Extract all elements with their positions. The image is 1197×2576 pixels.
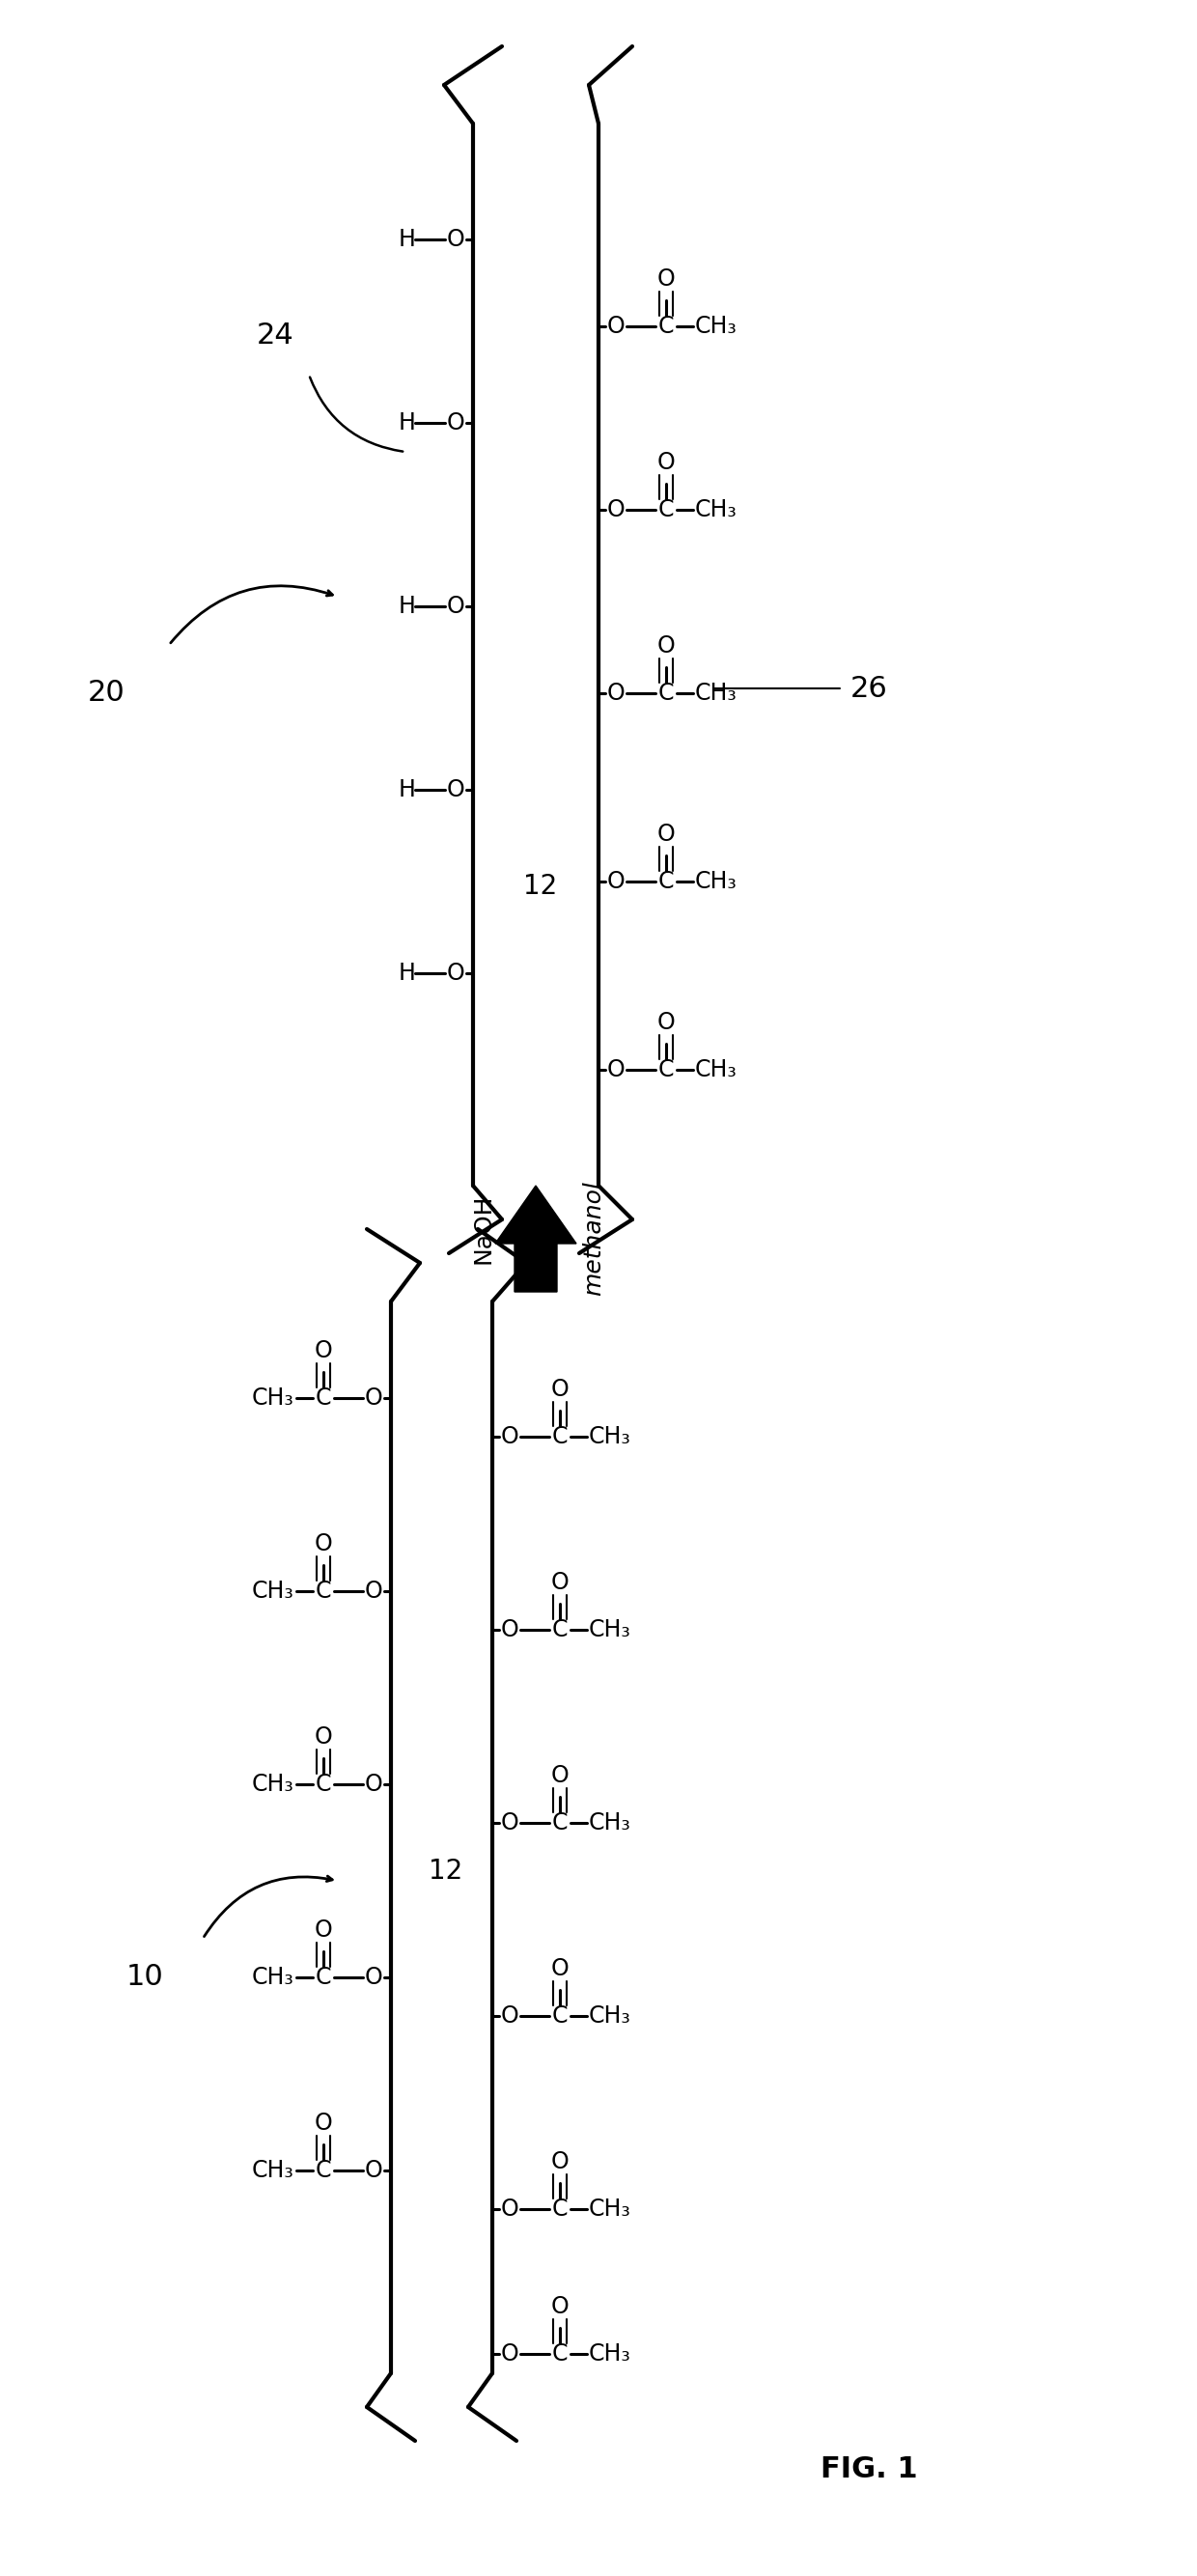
Text: O: O: [500, 2004, 518, 2027]
Text: O: O: [446, 412, 464, 435]
Text: CH₃: CH₃: [589, 2004, 631, 2027]
Text: O: O: [315, 1726, 333, 1749]
Text: C: C: [552, 2342, 567, 2365]
Text: O: O: [315, 1919, 333, 1942]
Text: 12: 12: [429, 1857, 463, 1886]
Text: C: C: [316, 2159, 332, 2182]
Text: CH₃: CH₃: [589, 2197, 631, 2221]
Text: O: O: [446, 595, 464, 618]
Text: CH₃: CH₃: [253, 1579, 294, 1602]
Text: C: C: [552, 1618, 567, 1641]
Text: NaOH: NaOH: [472, 1195, 494, 1265]
Text: O: O: [365, 1965, 383, 1989]
Text: CH₃: CH₃: [253, 1772, 294, 1795]
Text: C: C: [658, 683, 674, 706]
Text: CH₃: CH₃: [589, 1811, 631, 1834]
Text: H: H: [399, 412, 417, 435]
Text: CH₃: CH₃: [253, 2159, 294, 2182]
Text: CH₃: CH₃: [253, 1965, 294, 1989]
Text: 24: 24: [256, 322, 293, 350]
Text: O: O: [607, 683, 625, 706]
Text: CH₃: CH₃: [695, 314, 737, 337]
Text: O: O: [657, 451, 675, 474]
Text: O: O: [365, 1579, 383, 1602]
Text: O: O: [551, 1765, 569, 1788]
Text: CH₃: CH₃: [695, 683, 737, 706]
Text: C: C: [316, 1965, 332, 1989]
Polygon shape: [496, 1185, 576, 1291]
Text: O: O: [500, 2197, 518, 2221]
Text: C: C: [552, 1425, 567, 1448]
Text: CH₃: CH₃: [695, 497, 737, 520]
Text: O: O: [315, 1340, 333, 1363]
Text: O: O: [551, 1571, 569, 1595]
Text: FIG. 1: FIG. 1: [820, 2455, 917, 2483]
Text: C: C: [658, 314, 674, 337]
Text: H: H: [399, 961, 417, 984]
Text: C: C: [552, 2004, 567, 2027]
Text: O: O: [657, 822, 675, 845]
Text: O: O: [446, 961, 464, 984]
Text: methanol: methanol: [582, 1182, 606, 1296]
Text: H: H: [399, 778, 417, 801]
Text: CH₃: CH₃: [589, 1425, 631, 1448]
Text: O: O: [500, 1425, 518, 1448]
Text: CH₃: CH₃: [253, 1386, 294, 1409]
Text: O: O: [365, 1386, 383, 1409]
Text: CH₃: CH₃: [695, 1059, 737, 1082]
Text: C: C: [316, 1772, 332, 1795]
Text: O: O: [365, 2159, 383, 2182]
Text: H: H: [399, 227, 417, 250]
Text: O: O: [551, 1378, 569, 1401]
Text: O: O: [446, 227, 464, 250]
Text: C: C: [658, 1059, 674, 1082]
Text: O: O: [551, 1958, 569, 1981]
Text: O: O: [500, 1618, 518, 1641]
Text: O: O: [551, 2295, 569, 2318]
Text: O: O: [446, 778, 464, 801]
Text: O: O: [607, 314, 625, 337]
Text: O: O: [315, 2112, 333, 2136]
Text: C: C: [658, 871, 674, 894]
Text: CH₃: CH₃: [589, 2342, 631, 2365]
Text: O: O: [365, 1772, 383, 1795]
Text: O: O: [607, 871, 625, 894]
Text: C: C: [316, 1386, 332, 1409]
Text: CH₃: CH₃: [589, 1618, 631, 1641]
Text: 20: 20: [87, 680, 124, 708]
Text: O: O: [657, 1010, 675, 1033]
Text: O: O: [657, 634, 675, 657]
Text: 12: 12: [523, 873, 558, 899]
Text: C: C: [552, 2197, 567, 2221]
Text: O: O: [607, 1059, 625, 1082]
Text: C: C: [316, 1579, 332, 1602]
Text: C: C: [552, 1811, 567, 1834]
Text: CH₃: CH₃: [695, 871, 737, 894]
Text: O: O: [607, 497, 625, 520]
Text: H: H: [399, 595, 417, 618]
Text: O: O: [500, 1811, 518, 1834]
Text: O: O: [500, 2342, 518, 2365]
Text: O: O: [657, 268, 675, 291]
Text: 26: 26: [850, 675, 887, 703]
Text: C: C: [658, 497, 674, 520]
Text: O: O: [315, 1533, 333, 1556]
Text: 10: 10: [126, 1963, 164, 1991]
Text: O: O: [551, 2151, 569, 2174]
